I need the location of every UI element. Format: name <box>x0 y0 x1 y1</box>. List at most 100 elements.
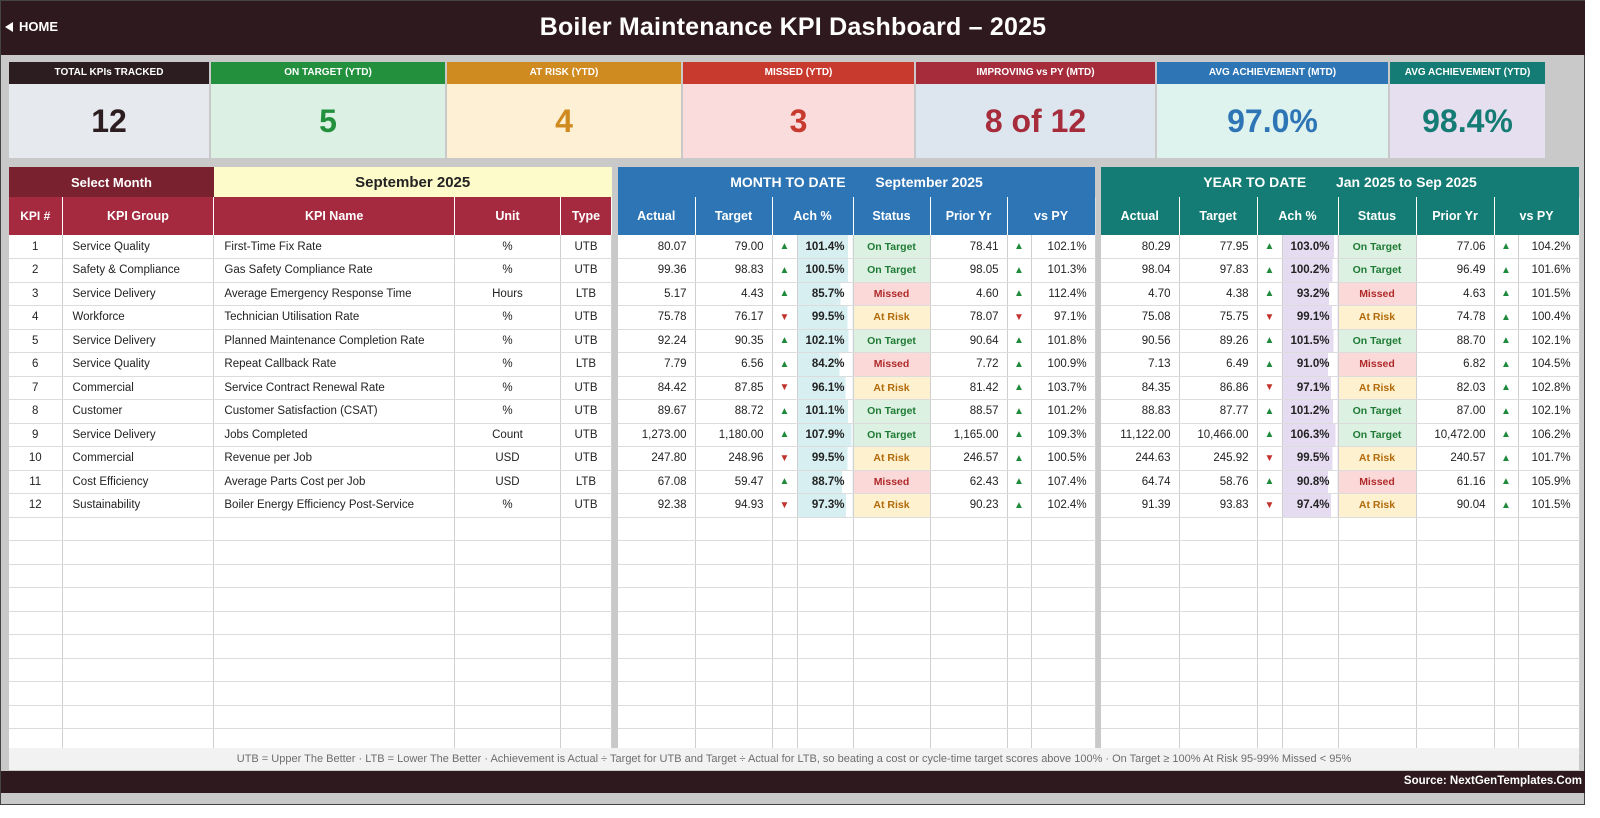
trend-down-icon: ▼ <box>772 493 798 518</box>
empty-cell <box>62 540 215 565</box>
table-row: 12 Sustainability Boiler Energy Efficiency… <box>9 493 613 518</box>
empty-cell <box>1416 658 1495 682</box>
empty-cell <box>1416 564 1495 588</box>
empty-cell <box>695 564 773 588</box>
kpi-no-cell: 10 <box>9 446 63 471</box>
empty-cell <box>1282 564 1339 588</box>
kpi-unit-cell: % <box>454 352 561 377</box>
empty-cell <box>213 517 455 541</box>
month-selector[interactable]: September 2025 <box>213 167 612 197</box>
prior-year-cell: 4.60 <box>930 282 1008 306</box>
trend-up-icon: ▲ <box>772 423 798 447</box>
actual-cell: 11,122.00 <box>1101 423 1180 447</box>
source-credit: Source: NextGenTemplates.Com <box>1403 775 1582 787</box>
table-row <box>9 634 613 659</box>
trend-up-icon: ▲ <box>1257 282 1283 306</box>
empty-cell <box>1338 705 1417 729</box>
column-header: KPI Name <box>213 197 455 235</box>
status-badge: On Target <box>853 329 931 353</box>
vs-prior-year-cell: 104.5% <box>1518 352 1580 377</box>
table-row: 5 Service Delivery Planned Maintenance Com… <box>9 329 613 353</box>
trend-down-icon: ▼ <box>1257 376 1283 400</box>
empty-cell <box>695 634 773 659</box>
empty-cell <box>1282 705 1339 729</box>
empty-cell <box>9 611 63 635</box>
kpi-card-value: 12 <box>91 102 127 139</box>
empty-cell <box>1257 634 1283 659</box>
kpi-unit-cell: % <box>454 235 561 259</box>
table-row <box>1101 728 1580 753</box>
empty-cell <box>618 705 696 729</box>
prior-year-cell: 78.07 <box>930 305 1008 330</box>
empty-cell <box>1257 517 1283 541</box>
vs-prior-year-cell: 101.7% <box>1518 446 1580 471</box>
actual-cell: 244.63 <box>1101 446 1180 471</box>
actual-cell: 247.80 <box>618 446 696 471</box>
prior-year-cell: 6.82 <box>1416 352 1495 377</box>
kpi-name-cell: Boiler Energy Efficiency Post-Service <box>213 493 455 518</box>
empty-cell <box>213 564 455 588</box>
kpi-name-cell: Gas Safety Compliance Rate <box>213 258 455 283</box>
column-header: Type <box>560 197 613 235</box>
table-row: 10 Commercial Revenue per Job USD UTB <box>9 446 613 471</box>
column-header: Ach % <box>1257 197 1339 235</box>
empty-cell <box>1416 634 1495 659</box>
status-badge: On Target <box>1338 235 1417 259</box>
target-cell: 90.35 <box>695 329 773 353</box>
actual-cell: 98.04 <box>1101 258 1180 283</box>
trend-down-icon: ▼ <box>772 305 798 330</box>
table-row <box>1101 540 1580 565</box>
empty-cell <box>1338 681 1417 706</box>
bottom-bar: Source: NextGenTemplates.Com <box>1 771 1585 793</box>
empty-cell <box>454 634 561 659</box>
empty-cell <box>62 705 215 729</box>
trend-up-icon: ▲ <box>1494 376 1519 400</box>
table-row <box>9 587 613 612</box>
empty-cell <box>62 517 215 541</box>
vs-prior-year-cell: 102.4% <box>1031 493 1096 518</box>
empty-cell <box>1179 587 1258 612</box>
kpi-name-cell: Revenue per Job <box>213 446 455 471</box>
trend-up-icon: ▲ <box>1007 352 1032 377</box>
empty-cell <box>772 611 798 635</box>
prior-year-cell: 1,165.00 <box>930 423 1008 447</box>
empty-cell <box>1179 611 1258 635</box>
achievement-cell: 97.3% <box>797 493 854 518</box>
achievement-cell: 99.1% <box>1282 305 1339 330</box>
empty-cell <box>9 587 63 612</box>
prior-year-cell: 82.03 <box>1416 376 1495 400</box>
table-row: 5.17 4.43 ▲ 85.7% Missed 4.60 ▲ 112.4% <box>618 282 1096 306</box>
empty-cell <box>9 658 63 682</box>
trend-down-icon: ▼ <box>1007 305 1032 330</box>
empty-cell <box>772 634 798 659</box>
empty-cell <box>560 564 613 588</box>
target-cell: 76.17 <box>695 305 773 330</box>
kpi-group-cell: Commercial <box>62 376 215 400</box>
empty-cell <box>9 681 63 706</box>
kpi-name-cell: Service Contract Renewal Rate <box>213 376 455 400</box>
kpi-name-cell: Average Emergency Response Time <box>213 282 455 306</box>
target-cell: 248.96 <box>695 446 773 471</box>
home-button[interactable]: HOME <box>5 19 58 34</box>
empty-cell <box>1031 705 1096 729</box>
empty-cell <box>1031 587 1096 612</box>
column-header: Prior Yr <box>1416 197 1495 235</box>
prior-year-cell: 77.06 <box>1416 235 1495 259</box>
empty-cell <box>772 658 798 682</box>
status-badge: On Target <box>1338 399 1417 424</box>
actual-cell: 88.83 <box>1101 399 1180 424</box>
table-row: 11,122.00 10,466.00 ▲ 106.3% On Target 10,472… <box>1101 423 1580 447</box>
column-header: Status <box>1338 197 1417 235</box>
achievement-cell: 99.5% <box>1282 446 1339 471</box>
empty-cell <box>454 681 561 706</box>
prior-year-cell: 81.42 <box>930 376 1008 400</box>
table-row <box>9 681 613 706</box>
target-cell: 4.38 <box>1179 282 1258 306</box>
actual-cell: 91.39 <box>1101 493 1180 518</box>
empty-cell <box>62 587 215 612</box>
empty-cell <box>853 517 931 541</box>
kpi-type-cell: UTB <box>560 493 613 518</box>
kpi-card: AVG ACHIEVEMENT (YTD) 98.4% <box>1390 62 1545 158</box>
status-badge: On Target <box>1338 423 1417 447</box>
empty-cell <box>1494 517 1519 541</box>
